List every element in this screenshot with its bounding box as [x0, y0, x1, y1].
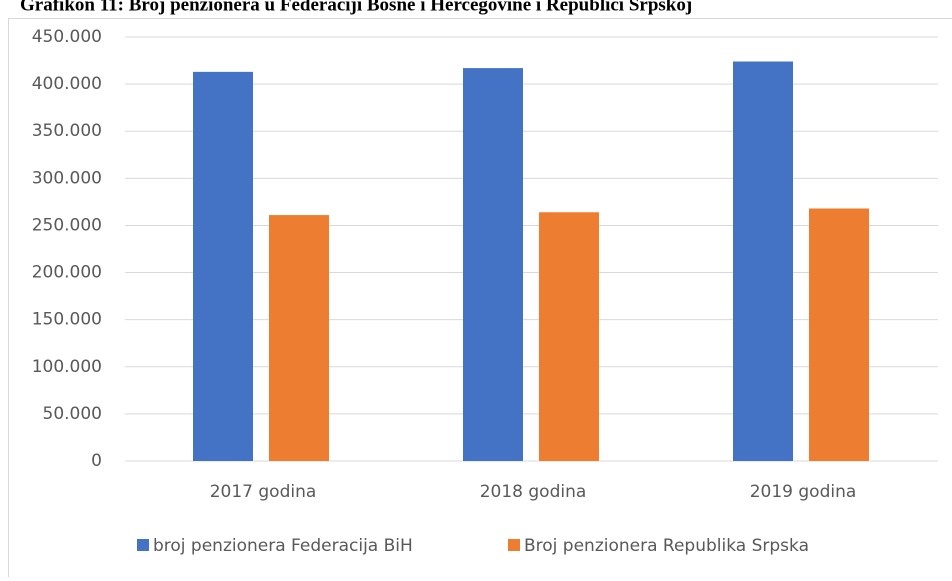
legend-label: Broj penzionera Republika Srpska [524, 536, 809, 556]
y-tick-label: 250.000 [32, 215, 102, 235]
legend-swatch [137, 539, 149, 551]
bar [539, 212, 599, 461]
y-tick-label: 0 [91, 451, 102, 471]
y-tick-label: 150.000 [32, 310, 102, 330]
legend-swatch [508, 539, 520, 551]
y-tick-label: 50.000 [43, 404, 102, 424]
chart-title: Grafikon 11: Broj penzionera u Federacij… [20, 0, 692, 15]
x-tick-label: 2019 godina [750, 482, 857, 502]
bar [733, 61, 793, 461]
y-tick-label: 450.000 [32, 27, 102, 47]
bar [463, 68, 523, 461]
y-tick-label: 350.000 [32, 121, 102, 141]
legend-label: broj penzionera Federacija BiH [153, 536, 413, 556]
x-tick-label: 2017 godina [210, 482, 317, 502]
bar [193, 72, 253, 461]
y-tick-label: 300.000 [32, 168, 102, 188]
y-tick-label: 100.000 [32, 357, 102, 377]
bar [809, 208, 869, 461]
y-tick-label: 400.000 [32, 74, 102, 94]
y-tick-label: 200.000 [32, 263, 102, 283]
x-tick-label: 2018 godina [480, 482, 587, 502]
bar [269, 215, 329, 461]
